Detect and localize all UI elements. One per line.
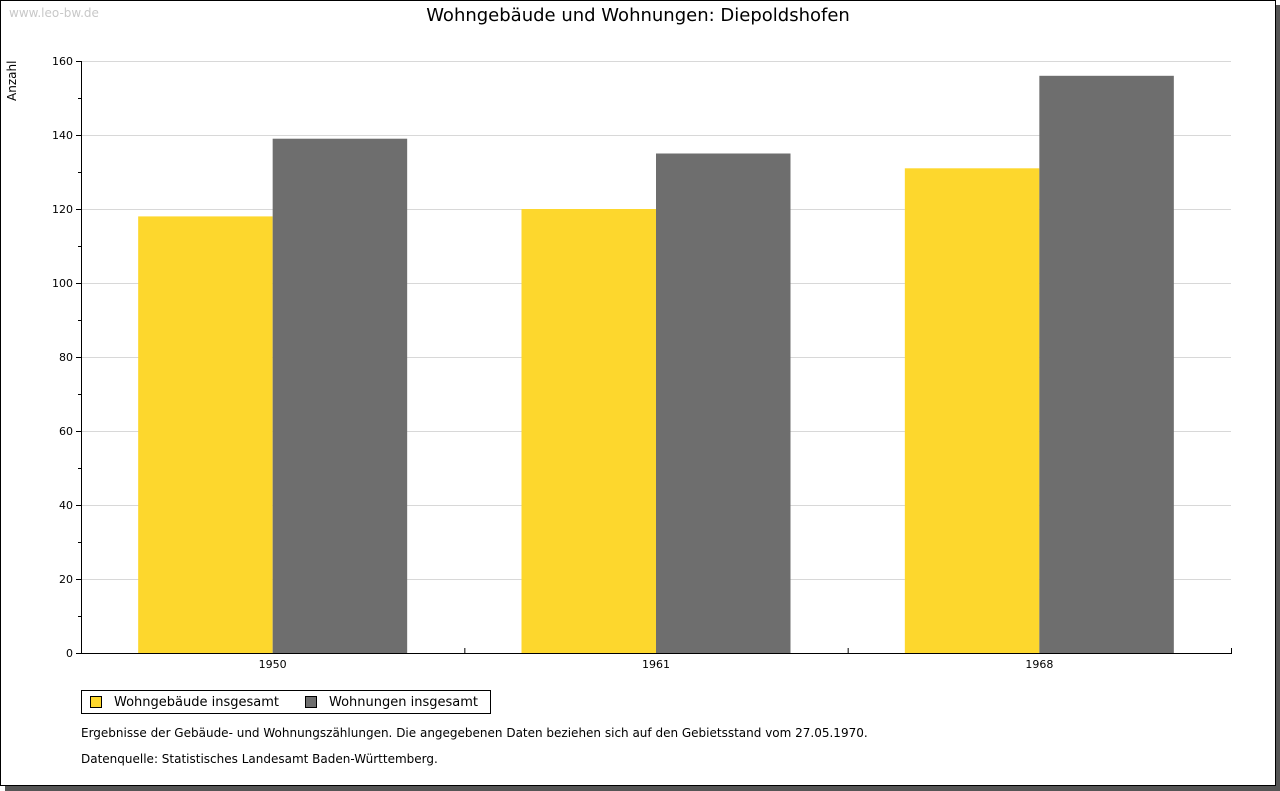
- y-tick-label: 0: [66, 647, 73, 660]
- y-tick-label: 120: [52, 203, 73, 216]
- y-tick-label: 40: [59, 499, 73, 512]
- legend-item-wohngebaeude[interactable]: Wohngebäude insgesamt: [90, 695, 279, 710]
- y-tick-label: 140: [52, 129, 73, 142]
- legend-item-wohnungen[interactable]: Wohnungen insgesamt: [305, 695, 478, 710]
- x-tick-label: 1968: [1025, 658, 1053, 671]
- legend-label: Wohnungen insgesamt: [329, 694, 478, 710]
- bar-wohnungen-1961: [656, 153, 791, 653]
- watermark: www.leo-bw.de: [9, 6, 99, 20]
- footnote: Ergebnisse der Gebäude- und Wohnungszähl…: [81, 726, 868, 740]
- y-tick-label: 60: [59, 425, 73, 438]
- legend-label: Wohngebäude insgesamt: [114, 694, 279, 710]
- chart-title: Wohngebäude und Wohnungen: Diepoldshofen: [426, 5, 850, 26]
- bar-wohngebaeude-1968: [904, 168, 1040, 654]
- bar-wohnungen-1950: [272, 138, 408, 653]
- bar-wohnungen-1968: [1039, 75, 1174, 654]
- bar-wohngebaeude-1961: [521, 209, 656, 653]
- bar-wohngebaeude-1950: [138, 216, 273, 653]
- x-tick-label: 1961: [642, 658, 670, 671]
- legend-swatch: [305, 696, 317, 708]
- x-tick-label: 1950: [259, 658, 287, 671]
- data-source: Datenquelle: Statistisches Landesamt Bad…: [81, 752, 438, 766]
- y-tick-label: 80: [59, 351, 73, 364]
- legend-swatch: [90, 696, 102, 708]
- legend: Wohngebäude insgesamt Wohnungen insgesam…: [81, 690, 491, 714]
- y-tick-label: 20: [59, 573, 73, 586]
- y-tick-label: 160: [52, 55, 73, 68]
- y-tick-label: 100: [52, 277, 73, 290]
